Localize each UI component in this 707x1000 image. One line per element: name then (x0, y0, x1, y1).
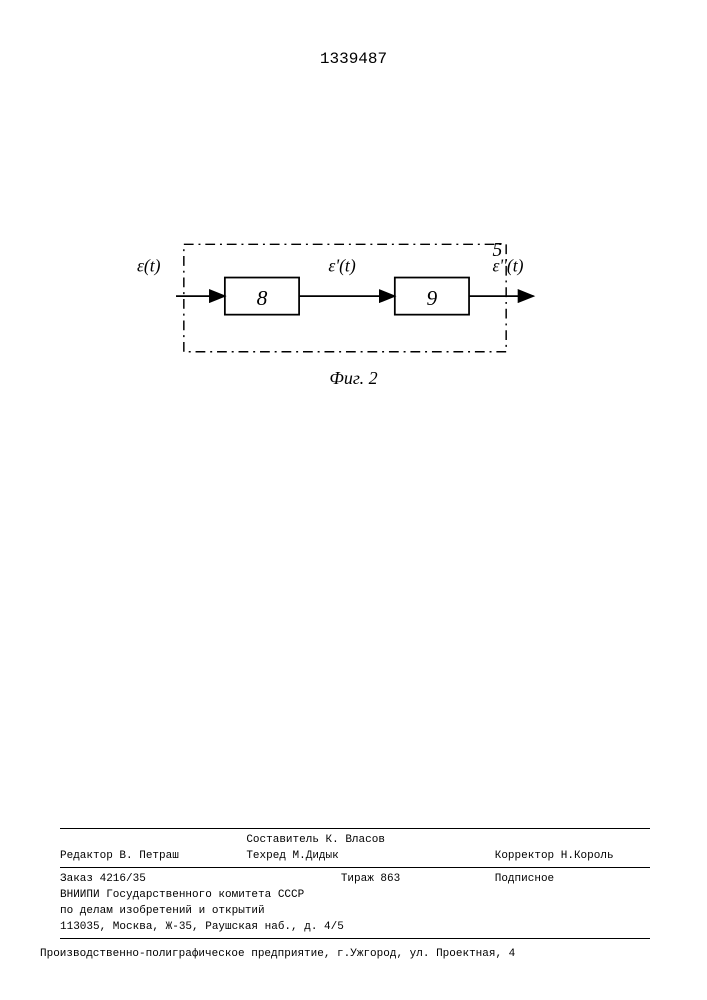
compiler-credit: Составитель К. Власов (246, 834, 494, 846)
figure-caption: Фиг. 2 (0, 368, 707, 389)
org-line-2: по делам изобретений и открытий (60, 903, 650, 919)
block-8-label: 8 (257, 286, 268, 310)
signal-input-label: ε(t) (137, 256, 161, 276)
colophon-block: Составитель К. Власов Редактор В. Петраш… (60, 825, 650, 942)
editor-credit: Редактор В. Петраш (60, 850, 246, 862)
printer-line: Производственно-полиграфическое предприя… (40, 948, 670, 960)
corrector-credit: Корректор Н.Король (495, 850, 650, 862)
block-diagram: 5 8 9 ε(t) ε'(t) ε''(t) (135, 225, 555, 375)
print-run: Тираж 863 (246, 873, 494, 885)
org-address: 113035, Москва, Ж-35, Раушская наб., д. … (60, 919, 650, 935)
techred-credit: Техред М.Дидык (246, 850, 494, 862)
signal-output-label: ε''(t) (492, 256, 523, 276)
divider (60, 828, 650, 829)
order-number: Заказ 4216/35 (60, 873, 246, 885)
block-9-label: 9 (427, 286, 438, 310)
subscription: Подписное (495, 873, 650, 885)
divider (60, 867, 650, 868)
signal-mid-label: ε'(t) (328, 256, 355, 276)
org-line-1: ВНИИПИ Государственного комитета СССР (60, 887, 650, 903)
document-number: 1339487 (0, 50, 707, 68)
divider (60, 938, 650, 939)
